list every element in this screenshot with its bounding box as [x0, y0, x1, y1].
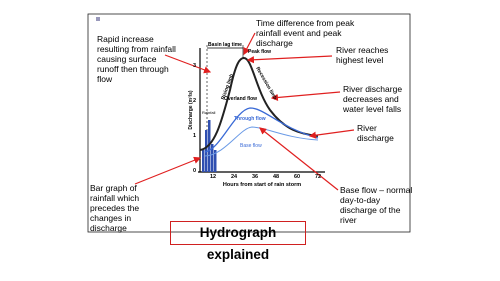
x-tick-label: 12 — [210, 174, 216, 180]
label: Peak flow — [248, 49, 271, 55]
x-axis-label: Hours from start of rain storm — [223, 182, 301, 188]
label: Basin lag time — [208, 42, 242, 48]
annotation: Base flow – normal day-to-day discharge … — [340, 185, 413, 225]
x-ticks: 12 24 36 48 60 72 — [210, 174, 321, 180]
x-tick-label: 24 — [231, 174, 238, 180]
annotation: River discharge decreases and water leve… — [343, 84, 403, 114]
y-tick-label: 0 — [193, 168, 196, 174]
x-tick-label: 60 — [294, 174, 300, 180]
label: Overland flow — [224, 96, 257, 102]
x-tick-label: 48 — [273, 174, 279, 180]
annotation: Time difference from peak rainfall event… — [256, 18, 355, 48]
label: Rainfall — [202, 110, 215, 115]
through-flow-curve — [204, 107, 319, 153]
annotation: Rapid increase resulting from rainfall c… — [97, 34, 176, 84]
y-axis-label: Discharge (m³/s) — [188, 90, 194, 130]
annotation: River reaches highest level — [336, 45, 389, 65]
frame — [87, 13, 411, 233]
label: Through flow — [234, 116, 266, 122]
base-flow-curve — [204, 126, 319, 157]
icon — [96, 17, 100, 21]
y-tick-label: 3 — [193, 63, 196, 69]
x-tick-label: 36 — [252, 174, 258, 180]
annotation: Bar graph of rainfall which precedes the… — [90, 183, 140, 233]
x-tick-label: 72 — [315, 174, 321, 180]
y-ticks: 0 1 2 3 — [193, 63, 196, 174]
y-tick-label: 2 — [193, 98, 196, 104]
arrows — [134, 32, 355, 191]
label: Base flow — [240, 143, 262, 149]
annotation: River discharge — [357, 123, 394, 143]
y-tick-label: 1 — [193, 133, 196, 139]
title: Hydrograph explained — [170, 221, 306, 262]
